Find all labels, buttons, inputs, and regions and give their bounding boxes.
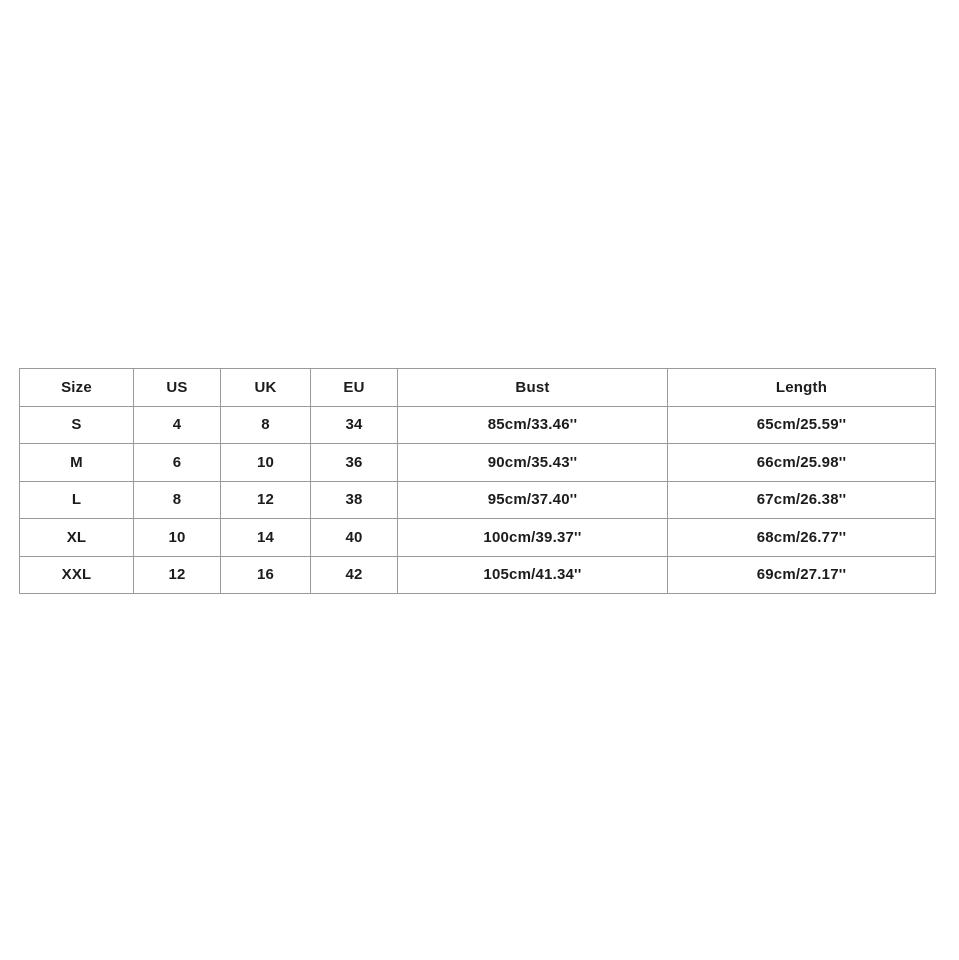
cell-us-row3: 8 [133, 480, 221, 519]
cell-eu-row2: 36 [310, 443, 398, 482]
cell-bust-row2: 90cm/35.43'' [397, 443, 668, 482]
cell-uk-row3: 12 [220, 480, 311, 519]
cell-eu-row3: 38 [310, 480, 398, 519]
cell-us-row1: 4 [133, 405, 221, 444]
cell-us-row4: 10 [133, 518, 221, 557]
cell-size-row1: S [19, 405, 134, 444]
size-chart-body: S 4 8 34 85cm/33.46'' 65cm/25.59'' M 6 10 36 90cm/… [19, 405, 936, 594]
column-header-size: Size [19, 368, 134, 407]
cell-bust-row5: 105cm/41.34'' [397, 555, 668, 594]
cell-length-row3: 67cm/26.38'' [667, 480, 936, 519]
size-chart-header: Size US UK EU Bust Length [19, 368, 936, 407]
cell-size-row5: XXL [19, 555, 134, 594]
cell-length-row1: 65cm/25.59'' [667, 405, 936, 444]
table-row: L 8 12 38 95cm/37.40'' 67cm/26.38'' [19, 480, 936, 519]
size-chart-table: Size US UK EU Bust Length S 4 8 34 85cm/33.46'' 65… [19, 368, 936, 594]
cell-uk-row4: 14 [220, 518, 311, 557]
cell-size-row2: M [19, 443, 134, 482]
table-row: M 6 10 36 90cm/35.43'' 66cm/25.98'' [19, 443, 936, 482]
table-row: S 4 8 34 85cm/33.46'' 65cm/25.59'' [19, 405, 936, 444]
cell-length-row5: 69cm/27.17'' [667, 555, 936, 594]
cell-uk-row1: 8 [220, 405, 311, 444]
cell-eu-row5: 42 [310, 555, 398, 594]
column-header-eu: EU [310, 368, 398, 407]
cell-bust-row3: 95cm/37.40'' [397, 480, 668, 519]
column-header-uk: UK [220, 368, 311, 407]
cell-uk-row5: 16 [220, 555, 311, 594]
cell-us-row5: 12 [133, 555, 221, 594]
cell-uk-row2: 10 [220, 443, 311, 482]
column-header-bust: Bust [397, 368, 668, 407]
header-row: Size US UK EU Bust Length [19, 368, 936, 407]
cell-us-row2: 6 [133, 443, 221, 482]
cell-size-row3: L [19, 480, 134, 519]
column-header-us: US [133, 368, 221, 407]
table-row: XXL 12 16 42 105cm/41.34'' 69cm/27.17'' [19, 555, 936, 594]
cell-length-row2: 66cm/25.98'' [667, 443, 936, 482]
column-header-length: Length [667, 368, 936, 407]
cell-length-row4: 68cm/26.77'' [667, 518, 936, 557]
cell-bust-row4: 100cm/39.37'' [397, 518, 668, 557]
cell-eu-row4: 40 [310, 518, 398, 557]
cell-size-row4: XL [19, 518, 134, 557]
cell-bust-row1: 85cm/33.46'' [397, 405, 668, 444]
table-row: XL 10 14 40 100cm/39.37'' 68cm/26.77'' [19, 518, 936, 557]
cell-eu-row1: 34 [310, 405, 398, 444]
